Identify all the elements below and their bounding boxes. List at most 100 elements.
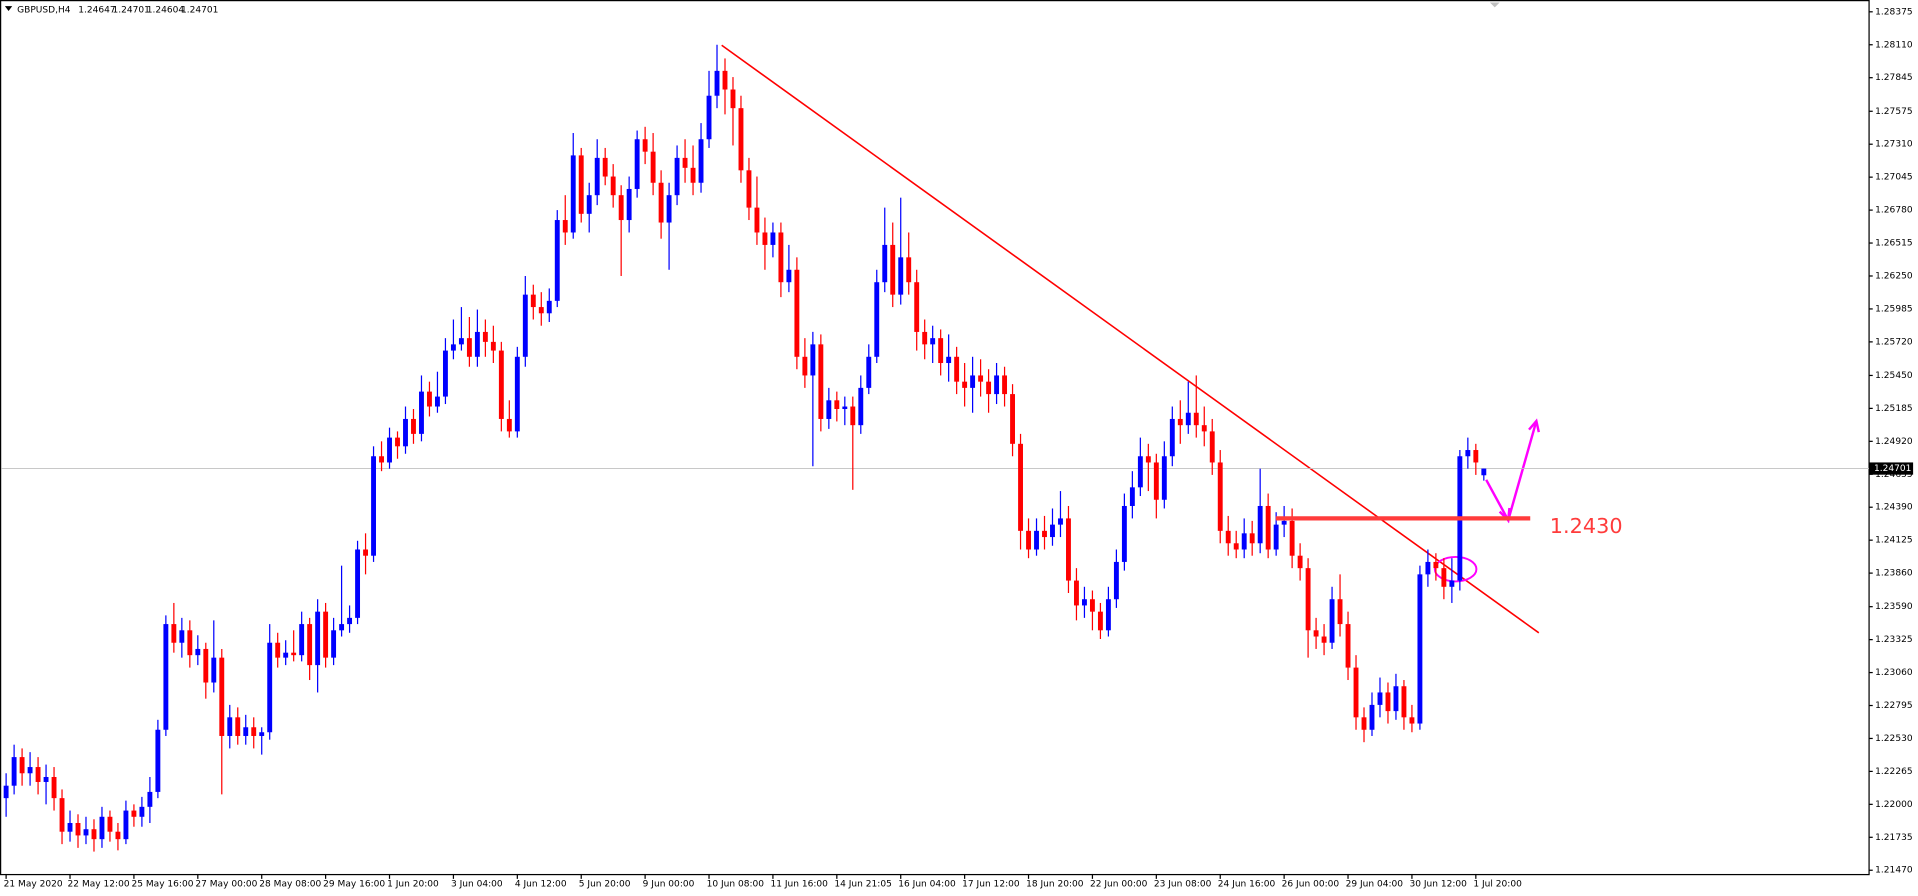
candle-body [1050,524,1055,538]
candle-body [1289,520,1295,556]
header: GBPUSD,H4 1.24647 1.24701 1.24604 1.2470… [17,5,218,15]
candle-body [1026,530,1031,550]
candle-body [882,244,888,283]
x-tick-label: 1 Jul 20:00 [1473,879,1522,889]
candle-body [514,356,520,432]
x-tick-label: 29 Jun 04:00 [1346,879,1404,889]
candle-body [51,776,57,799]
x-tick-label: 16 Jun 04:00 [898,879,956,889]
candle-body [1074,580,1079,606]
candle-body [802,356,808,376]
y-tick-label: 1.21735 [1875,833,1912,843]
candle-body [1081,599,1087,606]
candle-body [1385,692,1391,712]
candle-body [11,757,17,786]
candle-body [794,269,800,357]
candle-body [1225,530,1231,544]
candle-body [19,757,25,774]
candle-body [163,624,169,730]
candle-body [634,139,640,189]
x-tick-label: 30 Jun 12:00 [1409,879,1467,889]
x-tick-label: 17 Jun 12:00 [962,879,1020,889]
candle-body [578,155,584,214]
y-tick-label: 1.27310 [1875,140,1913,150]
x-tick-label: 22 May 12:00 [68,879,130,889]
candle-body [858,387,864,426]
candle-body [115,831,121,840]
candle-body [1249,533,1255,544]
plot-frame [0,0,1870,876]
header-low: 1.24604 [147,5,185,15]
header-open: 1.24647 [78,5,115,15]
y-tick-label: 1.25450 [1875,371,1913,381]
x-tick-label: 29 May 16:00 [323,879,385,889]
y-tick-label: 1.28110 [1875,40,1913,50]
price-tag [1869,462,1914,475]
candle-body [954,356,960,382]
candle-body [898,257,904,295]
candle-body [626,188,632,221]
candle-body [522,294,528,357]
candle-body [1066,518,1071,581]
candle-body [586,195,592,214]
candle-body [994,375,1000,395]
candle-body [403,418,408,447]
candle-body [427,391,432,407]
candle-body [203,648,209,683]
header-close: 1.24701 [181,5,218,15]
y-tick-label: 1.22530 [1875,734,1913,744]
y-tick-label: 1.27575 [1875,107,1912,117]
candle-body [434,396,440,407]
candle-body [1018,443,1023,531]
x-tick-label: 3 Jun 04:00 [451,879,503,889]
x-tick-label: 24 Jun 16:00 [1218,879,1276,889]
candle-body [682,157,688,168]
candle-body [131,810,137,817]
candle-body [658,182,664,223]
candle-body [1241,533,1247,550]
candle-body [27,767,33,774]
candle-body [283,652,289,658]
candle-body [466,338,472,357]
level-label: 1.2430 [1550,514,1623,538]
candle-body [267,642,273,733]
candle-body [1209,431,1215,463]
candle-body [83,829,89,836]
candle-body [1113,561,1119,600]
candle-body [1449,580,1455,587]
candle-body [986,381,992,395]
candle-body [91,829,97,840]
candle-body [834,400,840,410]
candle-body [1201,425,1207,432]
candle-body [1353,667,1359,718]
candle-body [139,806,145,817]
candle-body [602,157,608,177]
candle-body [850,406,856,426]
candle-body [754,207,760,233]
breakout-circle [1433,555,1478,583]
x-tick-label: 26 Jun 00:00 [1282,879,1340,889]
candle-body [738,108,744,171]
x-tick-label: 1 Jun 20:00 [387,879,439,889]
y-tick-label: 1.26515 [1875,239,1912,249]
candle-body [363,549,369,556]
candle-body [219,657,225,736]
symbol: GBPUSD,H4 [17,5,71,15]
candle-body [323,611,329,658]
x-tick-label: 22 Jun 00:00 [1090,879,1148,889]
candle-body [458,338,464,345]
candle-body [922,331,928,345]
candle-body [730,89,736,109]
menu-icon[interactable] [4,6,13,12]
candle-body [562,220,568,233]
candle-body [866,356,872,388]
candle-body [506,418,512,432]
y-tick-label: 1.23860 [1875,569,1913,579]
y-tick-label: 1.24125 [1875,536,1912,546]
candle-body [331,630,337,658]
candle-body [107,816,113,832]
candle-body [938,338,944,364]
candle-body [1417,574,1423,724]
candle-body [674,157,680,196]
candle-body [666,195,672,223]
